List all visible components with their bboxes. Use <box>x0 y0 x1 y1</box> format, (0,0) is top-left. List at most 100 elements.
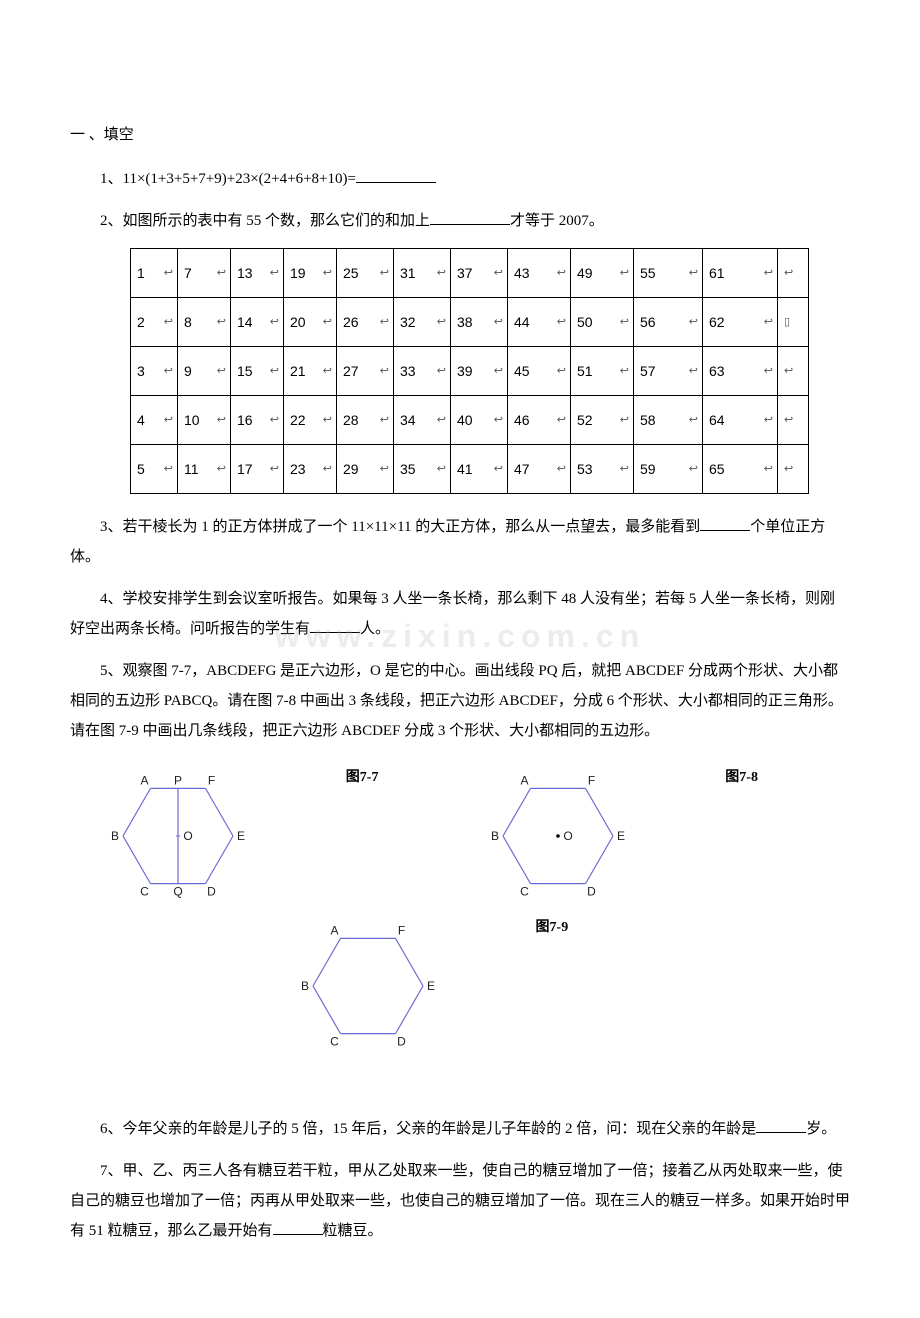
q1-label: 1、 <box>100 171 123 187</box>
table-extra-cell: ↩ <box>778 445 809 494</box>
q4-before: 学校安排学生到会议室听报告。如果每 3 人坐一条长椅，那么剩下 48 人没有坐；… <box>70 591 835 637</box>
table-cell: 26↩ <box>337 298 394 347</box>
table-cell: 8↩ <box>178 298 231 347</box>
svg-text:O: O <box>184 829 193 843</box>
table-cell: 63↩ <box>703 347 778 396</box>
svg-text:A: A <box>331 923 339 937</box>
table-cell: 59↩ <box>634 445 703 494</box>
svg-text:A: A <box>520 773 528 787</box>
q1-blank <box>356 167 436 183</box>
table-cell: 7↩ <box>178 249 231 298</box>
table-cell: 21↩ <box>284 347 337 396</box>
table-cell: 9↩ <box>178 347 231 396</box>
svg-text:O: O <box>563 829 572 843</box>
table-cell: 61↩ <box>703 249 778 298</box>
question-7: 7、甲、乙、丙三人各有糖豆若干粒，甲从乙处取来一些，使自己的糖豆增加了一倍；接着… <box>70 1156 850 1246</box>
q7-blank <box>273 1219 323 1235</box>
svg-text:C: C <box>141 885 150 899</box>
question-3: 3、若干棱长为 1 的正方体拼成了一个 11×11×11 的大正方体，那么从一点… <box>70 512 850 572</box>
table-cell: 1↩ <box>131 249 178 298</box>
svg-text:D: D <box>208 885 217 899</box>
table-cell: 46↩ <box>508 396 571 445</box>
table-cell: 41↩ <box>451 445 508 494</box>
table-cell: 29↩ <box>337 445 394 494</box>
table-cell: 34↩ <box>394 396 451 445</box>
table-extra-cell: ↩ <box>778 347 809 396</box>
table-cell: 56↩ <box>634 298 703 347</box>
svg-text:F: F <box>208 773 215 787</box>
q7-after: 粒糖豆。 <box>323 1223 383 1239</box>
svg-text:Q: Q <box>174 885 183 899</box>
svg-text:A: A <box>141 773 149 787</box>
svg-text:C: C <box>520 885 529 899</box>
figure-7-9: AFBECD 图7-9 <box>278 908 642 1058</box>
q4-after: 人。 <box>360 621 390 637</box>
svg-text:F: F <box>588 773 595 787</box>
q6-label: 6、 <box>100 1121 123 1137</box>
table-cell: 53↩ <box>571 445 634 494</box>
table-cell: 57↩ <box>634 347 703 396</box>
table-cell: 28↩ <box>337 396 394 445</box>
table-cell: 44↩ <box>508 298 571 347</box>
number-table: 1↩7↩13↩19↩25↩31↩37↩43↩49↩55↩61↩↩2↩8↩14↩2… <box>130 248 809 494</box>
table-cell: 2↩ <box>131 298 178 347</box>
q2-label: 2、 <box>100 213 123 229</box>
figure-7-8: AFBOECD 图7-8 <box>468 758 832 908</box>
table-cell: 3↩ <box>131 347 178 396</box>
table-cell: 33↩ <box>394 347 451 396</box>
table-cell: 45↩ <box>508 347 571 396</box>
table-cell: 4↩ <box>131 396 178 445</box>
table-cell: 65↩ <box>703 445 778 494</box>
svg-text:B: B <box>491 829 499 843</box>
q3-blank <box>700 515 750 531</box>
table-cell: 17↩ <box>231 445 284 494</box>
svg-text:B: B <box>111 829 119 843</box>
q3-before: 若干棱长为 1 的正方体拼成了一个 11×11×11 的大正方体，那么从一点望去… <box>123 519 701 535</box>
table-cell: 14↩ <box>231 298 284 347</box>
table-cell: 19↩ <box>284 249 337 298</box>
q2-blank <box>430 209 510 225</box>
table-cell: 20↩ <box>284 298 337 347</box>
question-5: 5、观察图 7-7，ABCDEFG 是正六边形，O 是它的中心。画出线段 PQ … <box>70 656 850 746</box>
table-cell: 64↩ <box>703 396 778 445</box>
q1-expr: 11×(1+3+5+7+9)+23×(2+4+6+8+10)= <box>123 171 356 187</box>
table-cell: 11↩ <box>178 445 231 494</box>
q2-after: 才等于 2007。 <box>510 213 604 229</box>
table-cell: 51↩ <box>571 347 634 396</box>
svg-text:B: B <box>301 979 309 993</box>
question-2: 2、如图所示的表中有 55 个数，那么它们的和加上才等于 2007。 <box>70 206 850 236</box>
table-cell: 38↩ <box>451 298 508 347</box>
q7-before: 甲、乙、丙三人各有糖豆若干粒，甲从乙处取来一些，使自己的糖豆增加了一倍；接着乙从… <box>70 1163 850 1239</box>
question-1: 1、11×(1+3+5+7+9)+23×(2+4+6+8+10)= <box>70 164 850 194</box>
fig77-caption: 图7-7 <box>272 764 452 792</box>
table-cell: 35↩ <box>394 445 451 494</box>
table-cell: 31↩ <box>394 249 451 298</box>
table-cell: 55↩ <box>634 249 703 298</box>
svg-text:E: E <box>237 829 245 843</box>
section-title: 一 、填空 <box>70 120 850 150</box>
table-cell: 49↩ <box>571 249 634 298</box>
table-cell: 50↩ <box>571 298 634 347</box>
table-cell: 52↩ <box>571 396 634 445</box>
table-cell: 10↩ <box>178 396 231 445</box>
q6-before: 今年父亲的年龄是儿子的 5 倍，15 年后，父亲的年龄是儿子年龄的 2 倍，问：… <box>123 1121 757 1137</box>
table-extra-cell: ▯ <box>778 298 809 347</box>
table-cell: 15↩ <box>231 347 284 396</box>
svg-text:E: E <box>617 829 625 843</box>
q7-label: 7、 <box>100 1163 123 1179</box>
question-6: 6、今年父亲的年龄是儿子的 5 倍，15 年后，父亲的年龄是儿子年龄的 2 倍，… <box>70 1114 850 1144</box>
table-cell: 5↩ <box>131 445 178 494</box>
table-cell: 13↩ <box>231 249 284 298</box>
q4-blank <box>310 617 360 633</box>
q4-label: 4、 <box>100 591 123 607</box>
table-cell: 25↩ <box>337 249 394 298</box>
q6-blank <box>756 1117 806 1133</box>
table-cell: 32↩ <box>394 298 451 347</box>
table-cell: 37↩ <box>451 249 508 298</box>
svg-text:E: E <box>427 979 435 993</box>
table-cell: 62↩ <box>703 298 778 347</box>
table-cell: 47↩ <box>508 445 571 494</box>
fig78-caption: 图7-8 <box>652 764 832 792</box>
table-cell: 27↩ <box>337 347 394 396</box>
table-cell: 16↩ <box>231 396 284 445</box>
